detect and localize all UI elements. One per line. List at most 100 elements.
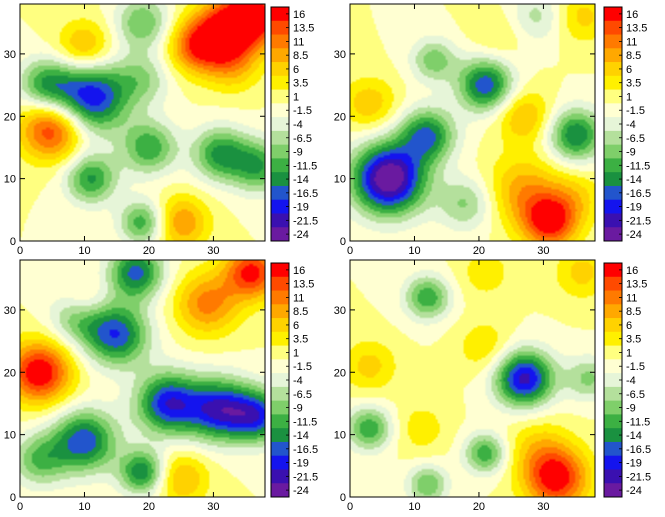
colorbar-label: 8.5 [626,306,641,318]
colorbar-swatch [271,276,289,292]
colorbar-label: -19 [626,458,642,470]
colorbar-swatch [604,75,622,91]
colorbar-swatch [604,441,622,457]
x-tick-label: 20 [473,501,485,513]
x-tick-label: 0 [17,501,23,513]
colorbar-swatch [604,172,622,187]
x-tick-label: 10 [78,501,90,513]
colorbar-swatch [604,199,622,214]
y-tick-label: 10 [4,430,16,442]
y-tick-label: 30 [334,49,346,61]
colorbar-label: 13.5 [626,279,647,291]
y-tick-label: 10 [334,430,346,442]
x-tick-label: 10 [408,245,420,257]
colorbar-swatch [271,172,289,187]
colorbar-swatch [271,7,289,22]
colorbar-swatch [271,345,289,360]
colorbar-label: -21.5 [293,471,318,483]
colorbar-swatch [271,441,289,457]
colorbar-swatch [271,48,289,63]
x-tick-label: 20 [473,245,485,257]
colorbar-label: 11 [293,292,304,304]
contour-fill-1 [20,4,265,241]
colorbar-swatch [604,7,622,22]
colorbar-label: -1.5 [293,361,312,373]
colorbar-label: -21.5 [293,215,318,227]
colorbar-label: -24 [626,229,642,241]
colorbar-label: -24 [626,485,642,497]
colorbar-label: -11.5 [626,160,650,172]
colorbar-swatch [604,213,622,228]
colorbar-label: 3.5 [626,334,641,346]
y-tick-label: 10 [334,174,346,186]
colorbar-swatch [271,199,289,214]
colorbar-swatch [604,428,622,443]
colorbar-swatch [271,130,289,146]
colorbar-label: 8.5 [626,50,641,62]
colorbar-swatch [271,263,289,278]
y-tick-label: 30 [4,49,16,61]
colorbar-swatch [271,386,289,402]
colorbar-swatch [604,276,622,292]
colorbar-frame [603,6,623,242]
colorbar-label: -19 [293,202,309,214]
y-tick-label: 0 [10,492,16,504]
contour-panel-3: 0 10 20 30 0 10 20 30 16 13.511 8.5 6 3.51 -1.5 -4 -6.5… [4,259,318,513]
contour-fill-2 [350,4,595,241]
y-tick-label: 0 [340,492,346,504]
colorbar-swatch [271,469,289,484]
colorbar-label: -24 [293,229,309,241]
colorbar-frame [270,6,290,242]
colorbar-swatch [271,20,289,36]
colorbar-swatch [604,345,622,360]
x-tick-label: 10 [78,245,90,257]
colorbar-label: -6.5 [626,389,645,401]
colorbar-label: 1 [626,91,632,103]
colorbar-label: 8.5 [293,50,308,62]
colorbar-swatch [271,158,289,173]
colorbar-swatch [271,400,289,415]
y-tick-label: 20 [4,111,16,123]
colorbar-swatch [271,483,289,498]
colorbar-label: 6 [626,64,632,76]
colorbar-swatch [271,185,289,201]
colorbar-swatch [271,359,289,374]
colorbar-label: -4 [626,375,636,387]
colorbar-label: 11 [626,36,637,48]
colorbar-swatch [604,483,622,498]
colorbar-label: 16 [293,265,305,277]
colorbar-swatch [604,144,622,159]
colorbar-label: -9 [626,147,636,159]
colorbar-3: 16 13.511 8.5 6 3.51 -1.5 -4 -6.5 -9-11.5 -14 -16.… [270,262,318,498]
colorbar-swatch [604,117,622,132]
colorbar-label: -14 [293,174,309,186]
colorbar-swatch [604,386,622,402]
colorbar-label: 3.5 [626,78,641,90]
x-tick-label: 20 [143,245,155,257]
colorbar-frame [270,262,290,498]
colorbar-swatch [604,318,622,333]
x-tick-label: 10 [408,501,420,513]
colorbar-label: -16.5 [293,444,318,456]
y-tick-label: 0 [10,236,16,248]
colorbar-label: 11 [626,292,637,304]
contour-fill-4 [350,260,595,497]
x-tick-label: 30 [207,501,219,513]
contour-panel-1: 0 10 20 30 0 10 20 30 16 13.511 8.5 6 3.51 -1.5 -4 -6.5… [4,3,318,257]
colorbar-swatch [604,185,622,201]
colorbar-swatch [271,331,289,347]
colorbar-label: 6 [293,320,299,332]
colorbar-swatch [604,158,622,173]
colorbar-swatch [604,62,622,77]
colorbar-4: 16 13.511 8.5 6 3.51 -1.5 -4 -6.5 -9-11.5 -14 -16.… [603,262,651,498]
colorbar-label: -21.5 [626,471,651,483]
colorbar-label: -21.5 [626,215,651,227]
y-tick-label: 0 [340,236,346,248]
colorbar-swatch [271,304,289,319]
x-tick-label: 0 [347,245,353,257]
colorbar-swatch [604,34,622,49]
colorbar-label: -4 [626,119,636,131]
colorbar-swatch [271,117,289,132]
colorbar-swatch [271,455,289,470]
